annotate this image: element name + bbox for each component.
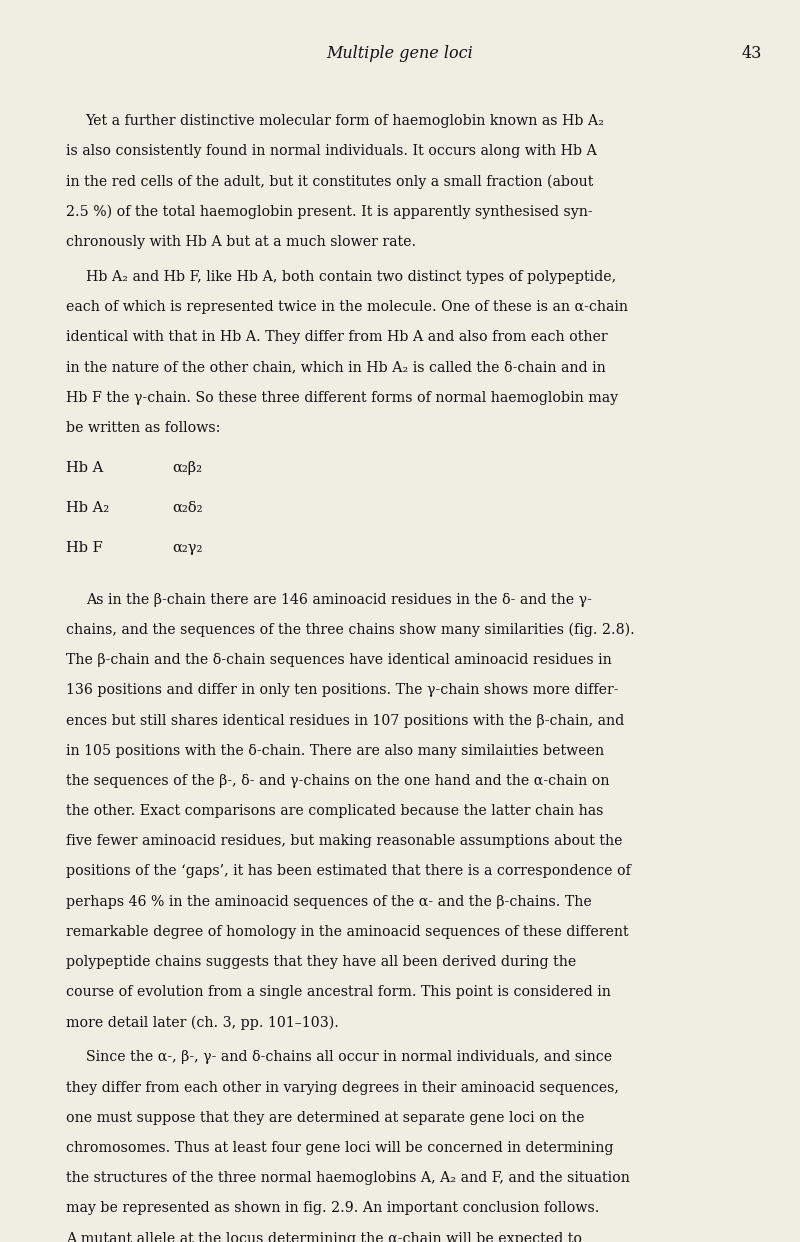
Text: the sequences of the β-, δ- and γ-chains on the one hand and the α-chain on: the sequences of the β-, δ- and γ-chains… bbox=[66, 774, 609, 787]
Text: they differ from each other in varying degrees in their aminoacid sequences,: they differ from each other in varying d… bbox=[66, 1081, 618, 1094]
Text: chains, and the sequences of the three chains show many similarities (fig. 2.8).: chains, and the sequences of the three c… bbox=[66, 623, 634, 637]
Text: five fewer aminoacid residues, but making reasonable assumptions about the: five fewer aminoacid residues, but makin… bbox=[66, 835, 622, 848]
Text: Hb F: Hb F bbox=[66, 540, 102, 555]
Text: Hb F the γ-chain. So these three different forms of normal haemoglobin may: Hb F the γ-chain. So these three differe… bbox=[66, 391, 618, 405]
Text: 43: 43 bbox=[742, 46, 762, 62]
Text: positions of the ‘gaps’, it has been estimated that there is a correspondence of: positions of the ‘gaps’, it has been est… bbox=[66, 864, 630, 878]
Text: The β-chain and the δ-chain sequences have identical aminoacid residues in: The β-chain and the δ-chain sequences ha… bbox=[66, 653, 611, 667]
Text: Yet a further distinctive molecular form of haemoglobin known as Hb A₂: Yet a further distinctive molecular form… bbox=[86, 114, 605, 128]
Text: in the red cells of the adult, but it constitutes only a small fraction (about: in the red cells of the adult, but it co… bbox=[66, 175, 593, 189]
Text: Hb A: Hb A bbox=[66, 461, 103, 476]
Text: in the nature of the other chain, which in Hb A₂ is called the δ-chain and in: in the nature of the other chain, which … bbox=[66, 360, 606, 375]
Text: each of which is represented twice in the molecule. One of these is an α-chain: each of which is represented twice in th… bbox=[66, 301, 628, 314]
Text: ences but still shares identical residues in 107 positions with the β-chain, and: ences but still shares identical residue… bbox=[66, 713, 624, 728]
Text: the structures of the three normal haemoglobins A, A₂ and F, and the situation: the structures of the three normal haemo… bbox=[66, 1171, 630, 1185]
Text: α₂δ₂: α₂δ₂ bbox=[172, 501, 202, 515]
Text: remarkable degree of homology in the aminoacid sequences of these different: remarkable degree of homology in the ami… bbox=[66, 925, 628, 939]
Text: identical with that in Hb A. They differ from Hb A and also from each other: identical with that in Hb A. They differ… bbox=[66, 330, 607, 344]
Text: in 105 positions with the δ-chain. There are also many similaiıties between: in 105 positions with the δ-chain. There… bbox=[66, 744, 604, 758]
Text: one must suppose that they are determined at separate gene loci on the: one must suppose that they are determine… bbox=[66, 1110, 584, 1125]
Text: α₂β₂: α₂β₂ bbox=[172, 461, 202, 476]
Text: the other. Exact comparisons are complicated because the latter chain has: the other. Exact comparisons are complic… bbox=[66, 804, 603, 818]
Text: Since the α-, β-, γ- and δ-chains all occur in normal individuals, and since: Since the α-, β-, γ- and δ-chains all oc… bbox=[86, 1051, 612, 1064]
Text: be written as follows:: be written as follows: bbox=[66, 421, 220, 435]
Text: perhaps 46 % in the aminoacid sequences of the α- and the β-chains. The: perhaps 46 % in the aminoacid sequences … bbox=[66, 894, 591, 909]
Text: polypeptide chains suggests that they have all been derived during the: polypeptide chains suggests that they ha… bbox=[66, 955, 576, 969]
Text: 2.5 %) of the total haemoglobin present. It is apparently synthesised syn-: 2.5 %) of the total haemoglobin present.… bbox=[66, 205, 592, 219]
Text: α₂γ₂: α₂γ₂ bbox=[172, 540, 202, 555]
Text: chronously with Hb A but at a much slower rate.: chronously with Hb A but at a much slowe… bbox=[66, 235, 416, 248]
Text: is also consistently found in normal individuals. It occurs along with Hb A: is also consistently found in normal ind… bbox=[66, 144, 597, 159]
Text: course of evolution from a single ancestral form. This point is considered in: course of evolution from a single ancest… bbox=[66, 985, 610, 999]
Text: Hb A₂ and Hb F, like Hb A, both contain two distinct types of polypeptide,: Hb A₂ and Hb F, like Hb A, both contain … bbox=[86, 270, 616, 284]
Text: more detail later (ch. 3, pp. 101–103).: more detail later (ch. 3, pp. 101–103). bbox=[66, 1015, 338, 1030]
Text: A mutant allele at the locus determining the α-chain will be expected to: A mutant allele at the locus determining… bbox=[66, 1232, 582, 1242]
Text: Hb A₂: Hb A₂ bbox=[66, 501, 109, 515]
Text: 136 positions and differ in only ten positions. The γ-chain shows more differ-: 136 positions and differ in only ten pos… bbox=[66, 683, 618, 697]
Text: As in the β-chain there are 146 aminoacid residues in the δ- and the γ-: As in the β-chain there are 146 aminoaci… bbox=[86, 592, 591, 607]
Text: Multiple gene loci: Multiple gene loci bbox=[326, 46, 474, 62]
Text: may be represented as shown in fig. 2.9. An important conclusion follows.: may be represented as shown in fig. 2.9.… bbox=[66, 1201, 599, 1216]
Text: chromosomes. Thus at least four gene loci will be concerned in determining: chromosomes. Thus at least four gene loc… bbox=[66, 1141, 613, 1155]
